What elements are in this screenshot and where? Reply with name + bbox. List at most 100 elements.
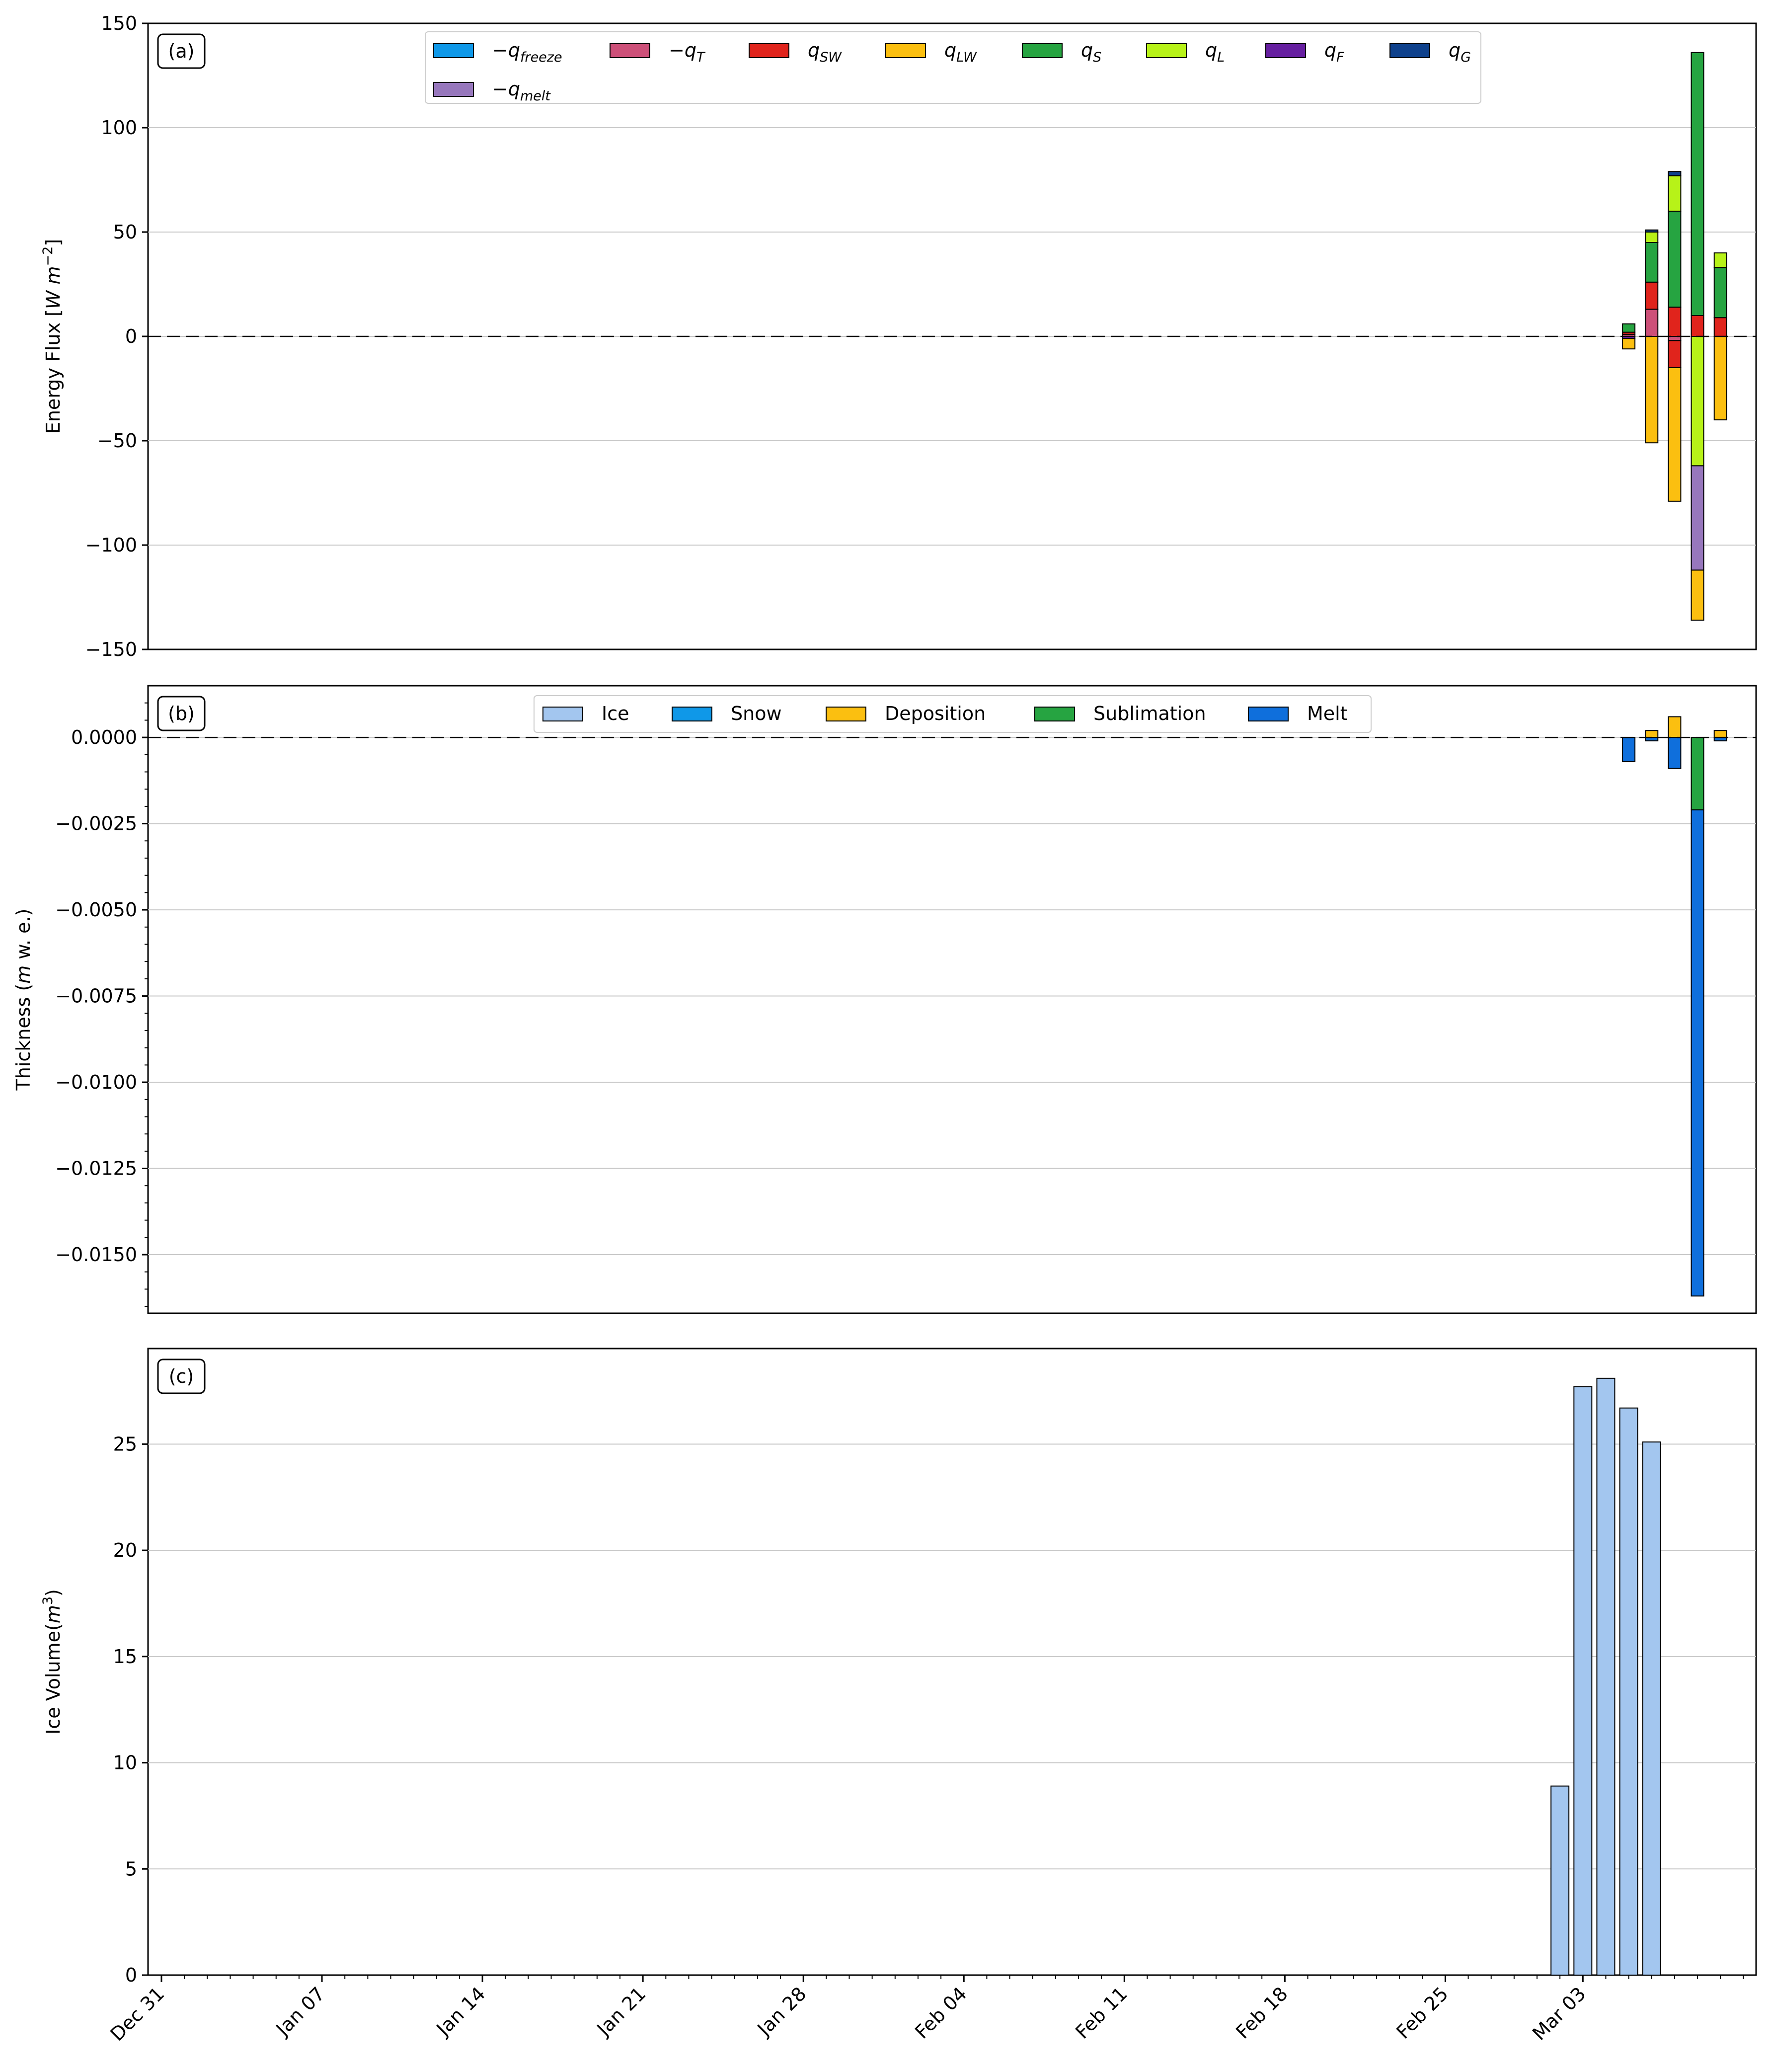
bar-q_S: [1668, 211, 1682, 308]
y-tick-label: −100: [85, 534, 137, 556]
bar-q_SW: [1691, 315, 1704, 337]
y-tick-label: −0.0100: [55, 1071, 137, 1093]
y-axis-label: Ice Volume(m3): [40, 1589, 64, 1735]
bar-ice-volume: [1619, 1407, 1638, 1976]
y-axis-label: Energy Flux [W m−2]: [40, 239, 64, 434]
panel-label: (b): [168, 703, 195, 724]
bar-q_L: [1645, 232, 1659, 243]
legend-label-q_melt: −qmelt: [492, 78, 551, 104]
bar-q_T: [1645, 309, 1659, 337]
x-tick-label: Feb 11: [1071, 1983, 1131, 2043]
y-tick-label: −150: [85, 638, 137, 660]
legend-swatch-q_freeze: [433, 43, 474, 58]
panel-label-box: [157, 1358, 206, 1394]
legend-label-q_S: qS: [1081, 39, 1101, 65]
legend-label-q_L: qL: [1205, 39, 1225, 65]
bar-q_LW: [1691, 569, 1704, 621]
legend-swatch-deposition: [826, 707, 866, 721]
y-tick-label: −0.0125: [55, 1158, 137, 1180]
bar-q_S: [1713, 267, 1727, 319]
panel-b-thickness: −0.0150 −0.0125 −0.0100 −0.0075 −0.0050 −0.00…: [12, 685, 1757, 1314]
legend-label-q_F: qF: [1324, 39, 1344, 65]
legend-label-snow: Snow: [731, 703, 782, 724]
bar-q_LW: [1668, 367, 1682, 502]
y-tick-label: 50: [113, 221, 137, 243]
shared-date-axis: Dec 31 Jan 07 Jan 14 Jan 21 Jan 28 Feb 04 Feb …: [106, 1975, 1744, 2045]
y-tick-label: 0: [125, 1964, 137, 1986]
y-tick-label: −0.0075: [55, 985, 137, 1007]
y-tick-label: 15: [113, 1646, 137, 1668]
bar-q_SW: [1668, 307, 1682, 337]
bar-ice-volume: [1642, 1441, 1661, 1976]
bar-q_S: [1691, 52, 1704, 317]
y-tick-label: −0.0050: [55, 899, 137, 921]
panel-label-box: [157, 33, 206, 69]
bar-ice-volume: [1573, 1386, 1593, 1976]
legend-swatch-ice: [542, 707, 583, 721]
legend-swatch-snow: [672, 707, 712, 721]
legend-label-ice: Ice: [602, 703, 629, 724]
legend-swatch-q_G: [1389, 43, 1430, 58]
y-tick-label: 5: [125, 1858, 137, 1880]
x-tick-label: Dec 31: [106, 1983, 169, 2045]
bar-deposition: [1668, 716, 1682, 738]
bar-q_G: [1668, 171, 1682, 176]
bar-q_L: [1691, 336, 1704, 467]
y-tick-label: −50: [97, 430, 137, 452]
panel-a-energy-flux: −150 −100 −50 0 50 100 150 Energy Flux [W m−2] −…: [40, 12, 1757, 660]
legend-swatch-q_F: [1265, 43, 1306, 58]
panel-label: (a): [168, 40, 195, 62]
legend-swatch-q_T: [610, 43, 650, 58]
y-tick-label: 20: [113, 1539, 137, 1561]
bar-q_S: [1622, 323, 1636, 333]
bar-q_SW: [1668, 340, 1682, 369]
bar-ice-volume: [1550, 1785, 1570, 1976]
legend-swatch-melt: [1248, 707, 1289, 721]
bar-ice-volume: [1596, 1377, 1616, 1976]
legend-label-deposition: Deposition: [885, 703, 986, 724]
legend-label-q_LW: qLW: [944, 39, 977, 65]
legend-box: [425, 31, 1481, 104]
plot-frame: [147, 685, 1757, 1314]
y-tick-label: −0.0025: [55, 813, 137, 835]
x-tick-label: Mar 03: [1528, 1983, 1590, 2045]
bar-q_G: [1645, 229, 1659, 233]
panel-label-box: [157, 696, 206, 731]
legend-label-q_SW: qSW: [808, 39, 842, 65]
bar-q_L: [1668, 175, 1682, 212]
x-tick-label: Feb 25: [1392, 1983, 1452, 2043]
legend: Ice Snow Deposition Sublimation Melt: [534, 695, 1372, 733]
legend-swatch-q_melt: [433, 82, 474, 97]
legend-label-q_T: −qT: [669, 39, 706, 65]
legend-swatch-q_SW: [749, 43, 789, 58]
bar-q_T: [1668, 336, 1682, 341]
legend-swatch-q_L: [1146, 43, 1187, 58]
x-tick-label: Jan 14: [432, 1983, 490, 2041]
y-tick-label: 25: [113, 1433, 137, 1455]
y-tick-label: 0.0000: [71, 726, 137, 748]
y-tick-label: 10: [113, 1752, 137, 1774]
bar-melt: [1668, 737, 1682, 769]
legend-swatch-q_S: [1022, 43, 1063, 58]
legend-swatch-sublimation: [1034, 707, 1075, 721]
y-tick-label: 100: [101, 117, 137, 139]
bar-sublimation: [1691, 737, 1704, 810]
y-tick-label: −0.0150: [55, 1244, 137, 1266]
bar-q_LW: [1713, 336, 1727, 420]
legend: −qfreeze −qT qSW qLW qS qL qF qG −qmelt: [425, 31, 1481, 104]
x-tick-label: Feb 04: [911, 1983, 971, 2043]
bar-q_LW: [1622, 338, 1636, 350]
legend-label-sublimation: Sublimation: [1093, 703, 1206, 724]
legend-label-q_G: qG: [1449, 39, 1471, 65]
bar-q_LW: [1645, 336, 1659, 444]
x-tick-label: Jan 21: [592, 1983, 650, 2041]
bar-deposition: [1645, 730, 1659, 738]
x-tick-label: Jan 07: [271, 1983, 329, 2041]
legend-label-melt: Melt: [1307, 703, 1348, 724]
legend-box: [534, 695, 1372, 733]
bar-q_melt: [1691, 465, 1704, 571]
legend-swatch-q_LW: [885, 43, 926, 58]
bar-q_SW: [1645, 281, 1659, 310]
panel-c-ice-volume: 0 5 10 15 20 25 Ice Volume(m3) (c): [40, 1348, 1757, 1986]
